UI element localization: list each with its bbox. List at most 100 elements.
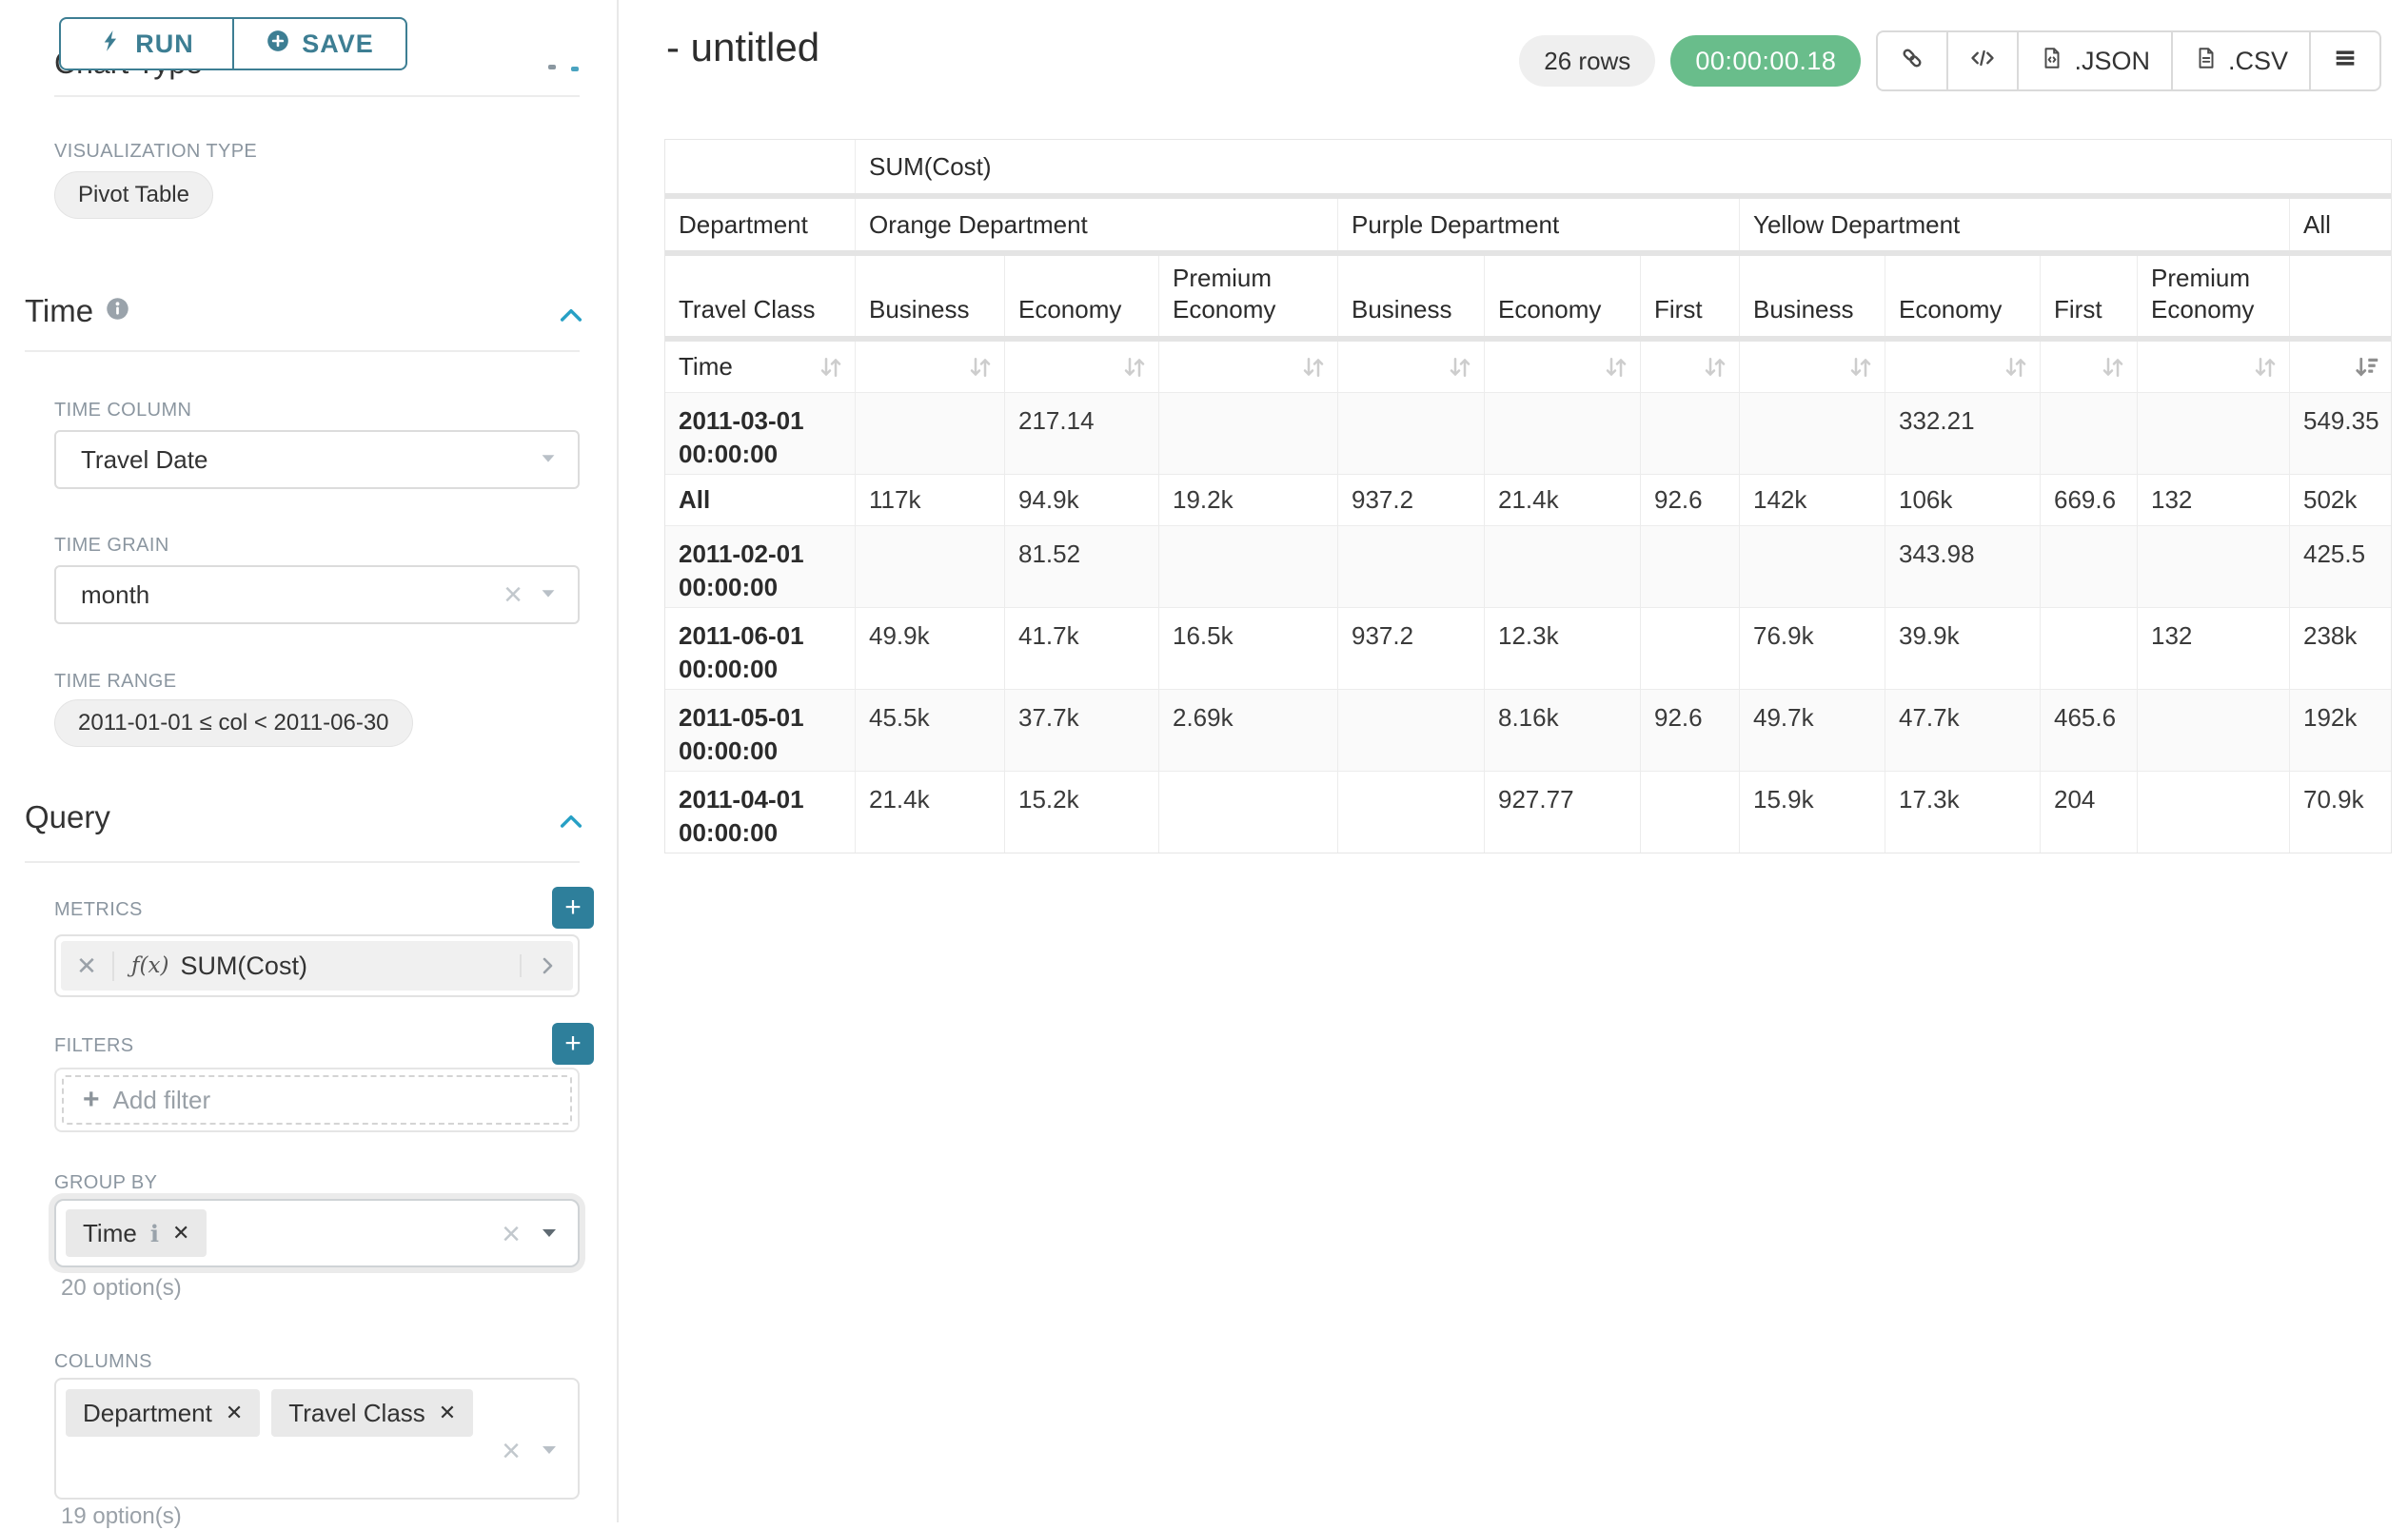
sort-toggle[interactable] — [1885, 342, 2041, 393]
pivot-value-cell: 204 — [2041, 772, 2138, 853]
header-band — [665, 336, 2391, 342]
pivot-corner-cell — [665, 140, 856, 193]
pivot-value-cell: 937.2 — [1338, 475, 1485, 525]
pivot-value-cell: 217.14 — [1005, 393, 1159, 474]
time-column-select[interactable]: Travel Date — [54, 430, 580, 489]
filters-field: + Add filter — [54, 1068, 580, 1132]
time-column-label: TIME COLUMN — [54, 400, 192, 421]
link-icon — [1899, 45, 1925, 78]
pivot-value-cell: 132 — [2138, 475, 2290, 525]
plus-icon: + — [83, 1084, 100, 1115]
add-metric-button[interactable]: + — [552, 887, 594, 929]
sort-toggle[interactable] — [2138, 342, 2290, 393]
pivot-value-cell: 332.21 — [1885, 393, 2041, 474]
clear-icon[interactable]: × — [503, 577, 523, 613]
sort-toggle[interactable] — [2290, 342, 2391, 393]
pivot-value-cell: 45.5k — [856, 690, 1005, 771]
columns-token[interactable]: Department ✕ — [66, 1389, 261, 1437]
collapse-query-section-chevron-up-icon[interactable] — [556, 807, 586, 842]
visualization-type-label: VISUALIZATION TYPE — [54, 141, 258, 162]
time-grain-select[interactable]: month × — [54, 565, 580, 624]
pivot-value-cell: 49.9k — [856, 608, 1005, 689]
embed-code-button[interactable] — [1946, 32, 2017, 89]
pivot-value-cell: 21.4k — [856, 772, 1005, 853]
pivot-row: 2011-04-01 00:00:00 21.4k 15.2k 927.77 15.9k… — [665, 772, 2391, 853]
clear-icon[interactable]: × — [502, 1216, 521, 1252]
save-button[interactable]: SAVE — [232, 17, 407, 70]
group-by-select[interactable]: Time i ✕ × — [54, 1199, 580, 1267]
pivot-department-axis-label: Department — [665, 199, 856, 250]
clipped-icon-remnant — [571, 67, 579, 71]
pivot-value-cell — [1485, 393, 1641, 474]
sort-toggle[interactable] — [1338, 342, 1485, 393]
visualization-type-pill[interactable]: Pivot Table — [54, 171, 213, 219]
export-json-button[interactable]: .JSON — [2017, 32, 2171, 89]
pivot-value-cell — [2138, 772, 2290, 853]
pivot-row-header: 2011-06-01 00:00:00 — [665, 608, 856, 689]
caret-down-icon[interactable] — [538, 1221, 561, 1248]
pivot-value-cell — [1338, 393, 1485, 474]
pivot-value-cell: 15.9k — [1740, 772, 1885, 853]
function-icon: ƒ(x) — [131, 953, 169, 978]
filters-label: FILTERS — [54, 1035, 134, 1056]
caret-down-icon[interactable] — [538, 1438, 561, 1465]
pivot-value-cell: 927.77 — [1485, 772, 1641, 853]
pivot-class-header: Business — [1740, 256, 1885, 336]
sort-toggle[interactable] — [1485, 342, 1641, 393]
pivot-value-cell — [1485, 526, 1641, 607]
file-json-icon — [2040, 46, 2064, 77]
columns-label: COLUMNS — [54, 1351, 152, 1372]
pivot-value-cell — [1740, 393, 1885, 474]
add-filter-button[interactable]: + — [552, 1023, 594, 1065]
sort-toggle[interactable] — [1005, 342, 1159, 393]
pivot-time-axis-label: Time — [679, 352, 733, 381]
sort-toggle[interactable]: Time — [665, 342, 856, 393]
metric-pill[interactable]: ✕ ƒ(x) SUM(Cost) — [61, 941, 573, 991]
menu-button[interactable] — [2309, 32, 2379, 89]
sort-toggle[interactable] — [1159, 342, 1338, 393]
remove-metric-icon[interactable]: ✕ — [61, 951, 114, 981]
pivot-row-header: 2011-04-01 00:00:00 — [665, 772, 856, 853]
pivot-value-cell: 41.7k — [1005, 608, 1159, 689]
run-button[interactable]: RUN — [59, 17, 234, 70]
pivot-value-cell: 21.4k — [1485, 475, 1641, 525]
time-grain-label: TIME GRAIN — [54, 535, 169, 556]
sort-toggle[interactable] — [2041, 342, 2138, 393]
pivot-value-cell: 465.6 — [2041, 690, 2138, 771]
pivot-value-cell: 132 — [2138, 608, 2290, 689]
pivot-value-cell: 16.5k — [1159, 608, 1338, 689]
pivot-value-cell: 12.3k — [1485, 608, 1641, 689]
info-circle-icon[interactable] — [105, 293, 130, 329]
pivot-value-cell — [1641, 608, 1740, 689]
sort-toggle[interactable] — [1641, 342, 1740, 393]
chart-title[interactable]: - untitled — [666, 25, 820, 69]
sort-toggle[interactable] — [1740, 342, 1885, 393]
edit-metric-chevron-right-icon[interactable] — [520, 954, 573, 977]
group_by-token[interactable]: Time i ✕ — [66, 1209, 207, 1257]
remove-token-icon[interactable]: ✕ — [225, 1401, 244, 1424]
clear-icon[interactable]: × — [502, 1433, 521, 1469]
pivot-row-header: 2011-03-01 00:00:00 — [665, 393, 856, 474]
sort-toggle[interactable] — [856, 342, 1005, 393]
pivot-value-cell: 94.9k — [1005, 475, 1159, 525]
pivot-value-cell — [1740, 526, 1885, 607]
remove-token-icon[interactable]: ✕ — [171, 1221, 190, 1245]
export-csv-button[interactable]: .CSV — [2170, 32, 2309, 89]
pivot-value-cell — [2041, 393, 2138, 474]
pivot-value-cell: 142k — [1740, 475, 1885, 525]
copy-link-button[interactable] — [1878, 32, 1946, 89]
columns-token[interactable]: Travel Class ✕ — [271, 1389, 474, 1437]
collapse-time-section-chevron-up-icon[interactable] — [556, 301, 586, 336]
remove-token-icon[interactable]: ✕ — [438, 1401, 457, 1424]
pivot-value-cell: 37.7k — [1005, 690, 1159, 771]
divider — [25, 350, 580, 352]
time-range-pill[interactable]: 2011-01-01 ≤ col < 2011-06-30 — [54, 699, 413, 747]
columns-select[interactable]: Department ✕ Travel Class ✕ × — [54, 1378, 580, 1500]
pivot-value-cell: 81.52 — [1005, 526, 1159, 607]
pivot-row: 2011-02-01 00:00:00 81.52 343.98 425.5 — [665, 526, 2391, 608]
pivot-value-cell — [1159, 772, 1338, 853]
add-filter-dropzone[interactable]: + Add filter — [62, 1075, 572, 1125]
header-band — [665, 193, 2391, 199]
clipped-icon-remnant — [548, 65, 556, 69]
pivot-value-cell — [2041, 608, 2138, 689]
